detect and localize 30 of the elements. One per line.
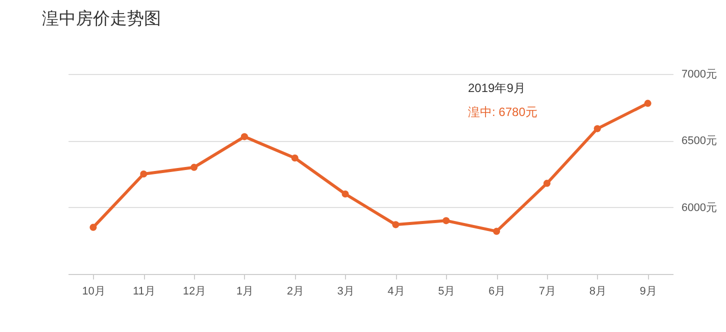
- point: [392, 221, 400, 228]
- x-tick-label: 7月: [538, 286, 556, 298]
- point: [90, 224, 97, 231]
- point: [594, 125, 601, 132]
- point: [190, 164, 198, 171]
- point: [543, 180, 550, 187]
- y-tick-label: 6500元: [682, 135, 717, 148]
- point: [291, 154, 298, 162]
- annotation: 2019年9月: [468, 81, 526, 95]
- x-tick-label: 6月: [488, 286, 506, 298]
- point: [644, 100, 652, 107]
- x-tick-label: 4月: [388, 286, 405, 298]
- annotation: 湟中: 6780元: [468, 105, 538, 119]
- x-tick-label: 11月: [132, 286, 156, 298]
- point: [140, 170, 148, 178]
- point: [240, 133, 248, 140]
- point: [493, 228, 500, 235]
- y-tick-label: 7000元: [682, 68, 717, 80]
- x-tick-label: 12月: [182, 286, 206, 298]
- point: [442, 217, 450, 224]
- x-tick-label: 1月: [236, 286, 254, 298]
- x-tick-label: 5月: [438, 286, 456, 298]
- x-tick-label: 2月: [286, 286, 304, 298]
- point: [342, 190, 349, 198]
- x-tick-label: 8月: [589, 286, 606, 298]
- x-tick-label: 3月: [337, 286, 354, 298]
- chart-title: 湟中房价走势图: [42, 9, 161, 28]
- y-tick-label: 6000元: [682, 202, 717, 214]
- x-tick-label: 9月: [640, 286, 657, 298]
- x-tick-label: 10月: [82, 286, 106, 298]
